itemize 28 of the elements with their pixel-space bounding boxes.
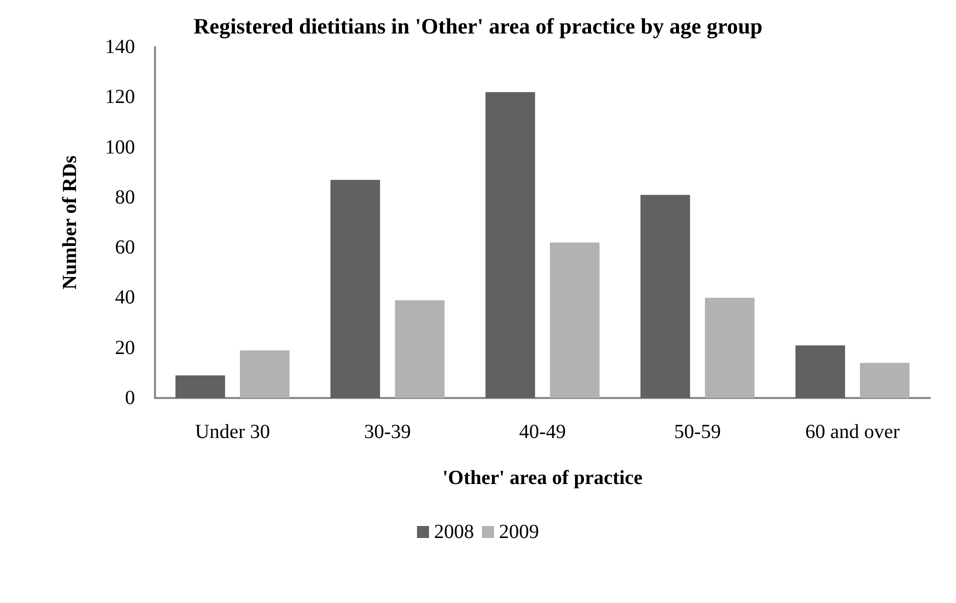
x-tick-label: 60 and over (805, 421, 900, 443)
bar (795, 345, 846, 398)
y-tick-label: 80 (115, 186, 135, 208)
y-tick-label: 100 (105, 136, 135, 158)
y-tick-label: 60 (115, 236, 135, 259)
bar (550, 242, 600, 398)
y-tick-label: 0 (125, 387, 135, 409)
y-tick-label: 40 (115, 286, 135, 309)
bar (640, 194, 690, 398)
x-tick-label: 40-49 (519, 421, 566, 443)
bar (240, 350, 290, 398)
x-tick-label: 30-39 (364, 421, 411, 443)
x-tick-label: 50-59 (674, 421, 721, 443)
y-tick-label: 20 (115, 336, 135, 359)
bar (330, 180, 380, 398)
bar (485, 92, 536, 398)
y-tick-label: 120 (105, 86, 135, 108)
bar (175, 375, 226, 398)
y-axis-title: Number of RDs (59, 155, 81, 290)
legend-label: 2009 (499, 521, 539, 543)
legend-label: 2008 (434, 521, 474, 543)
x-tick-label: Under 30 (195, 421, 270, 443)
y-tick-label: 140 (105, 36, 135, 58)
bar (860, 362, 910, 398)
bar (394, 300, 445, 398)
chart-title: Registered dietitians in 'Other' area of practice by age group (194, 14, 762, 38)
x-axis-title: 'Other' area of practice (442, 467, 643, 489)
bar (704, 298, 755, 398)
